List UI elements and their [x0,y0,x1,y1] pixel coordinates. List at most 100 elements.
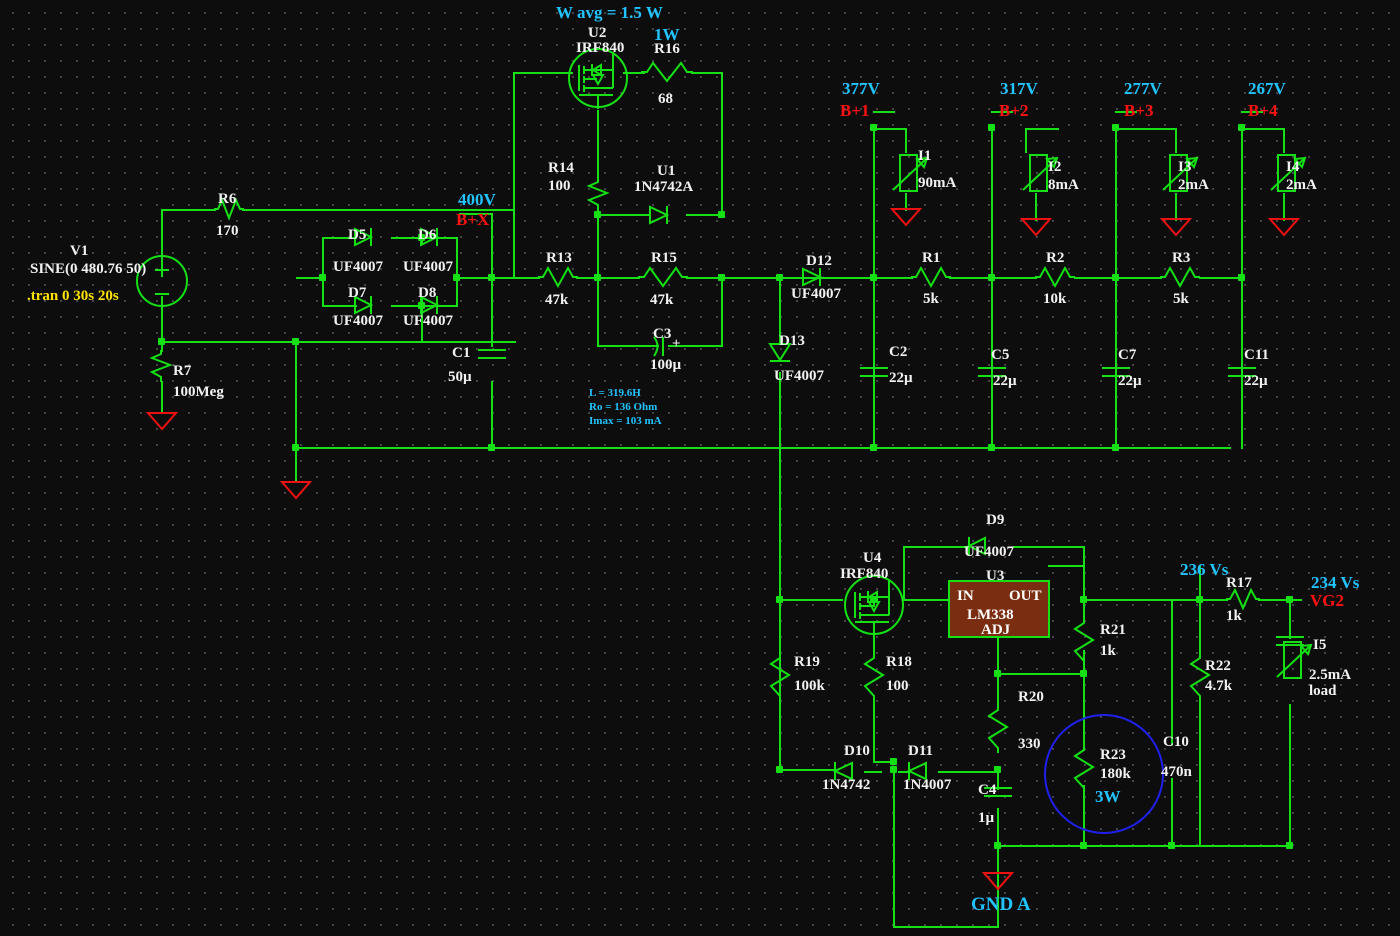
netlabel-vg2[interactable]: VG2 [1310,591,1344,610]
wire [997,626,999,674]
diode-d7-symbol[interactable] [354,295,393,315]
wire [1199,599,1228,601]
value-r7: 100Meg [173,384,224,400]
wire [997,845,1289,847]
wire [391,305,423,307]
ref-r22: R22 [1205,658,1231,674]
value-d6: UF4007 [403,259,453,275]
junction [718,211,725,218]
junction [292,444,299,451]
netlabel-bplus1[interactable]: B+1 [840,101,870,120]
resistor-r21-symbol[interactable] [1073,618,1095,666]
wire [1241,128,1285,130]
resistor-r15-symbol[interactable] [638,266,688,288]
current-source-i3-symbol[interactable] [1162,150,1205,196]
wire [668,345,722,347]
resistor-r19-symbol[interactable] [769,653,791,701]
netlabel-bplus2[interactable]: B+2 [999,101,1029,120]
netlabel-bplus3[interactable]: B+3 [1124,101,1154,120]
wire [459,213,493,215]
resistor-r16-symbol[interactable] [641,61,693,83]
resistor-r17-symbol[interactable] [1226,587,1260,611]
wire [1289,704,1291,846]
value-i5: 2.5mA [1309,667,1352,683]
wire [873,127,875,277]
junction [1080,596,1087,603]
ref-r19: R19 [794,654,820,670]
junction [1112,444,1119,451]
diode-d6-symbol[interactable] [420,227,459,247]
wire [295,447,1231,449]
wire [997,673,999,705]
resistor-r20-symbol[interactable] [987,705,1009,753]
diode-d12-symbol[interactable] [802,267,843,287]
mosfet-u4-symbol[interactable] [843,574,905,636]
wire [1175,128,1177,153]
value-r2: 10k [1043,291,1067,307]
note-imax: Imax = 103 mA [589,415,662,427]
current-source-i4-symbol[interactable] [1270,150,1313,196]
junction [870,274,877,281]
diode-d9-symbol[interactable] [966,536,1007,556]
netlabel-bplus4[interactable]: B+4 [1248,101,1278,120]
capacitor-c7-symbol[interactable] [1102,364,1130,380]
diode-d13-symbol[interactable] [768,343,792,374]
wire [1013,546,1083,548]
ref-r2: R2 [1046,250,1065,266]
wire [873,700,875,762]
resistor-r6-symbol[interactable] [214,197,244,221]
value-r17: 1k [1226,608,1242,624]
resistor-r18-symbol[interactable] [863,653,885,701]
wire [1048,565,1083,567]
wire [779,700,781,770]
capacitor-c3-symbol[interactable] [650,336,672,357]
wire [161,341,296,343]
resistor-r2-symbol[interactable] [1035,265,1075,289]
value-c4: 1µ [978,810,995,826]
resistor-r22-symbol[interactable] [1189,653,1211,701]
netlabel-bplusx[interactable]: B+X [456,210,490,229]
resistor-r14-symbol[interactable] [586,178,610,210]
resistor-r1-symbol[interactable] [911,265,951,289]
junction [1112,274,1119,281]
current-source-i5-symbol[interactable] [1276,637,1319,683]
c3-polarity-plus: + [672,336,681,352]
current-source-i2-symbol[interactable] [1022,150,1065,196]
ref-c3: C3 [653,326,672,342]
diode-d8-symbol[interactable] [420,295,459,315]
junction [988,124,995,131]
resistor-r13-symbol[interactable] [538,265,578,289]
capacitor-c1-symbol[interactable] [478,346,506,362]
voltage-236vs: 236 Vs [1180,560,1229,579]
wire [1025,128,1059,130]
lm338-block[interactable] [948,580,1050,638]
value-d8: UF4007 [403,313,453,329]
diode-d5-symbol[interactable] [354,227,393,247]
capacitor-c11-symbol[interactable] [1228,364,1256,380]
capacitor-c5-symbol[interactable] [978,364,1006,380]
wire [1289,599,1291,639]
capacitor-c2-symbol[interactable] [860,364,888,380]
ref-c4: C4 [978,782,997,798]
wire [322,237,324,277]
resistor-r7-symbol[interactable] [149,350,173,382]
ref-c11: C11 [1244,347,1270,363]
wire [843,277,913,279]
diode-d10-symbol[interactable] [832,761,870,781]
resistor-r23-symbol[interactable] [1073,745,1095,793]
value-c11: 22µ [1244,373,1268,389]
wire [491,277,493,347]
wire [1025,128,1027,153]
mosfet-u2-symbol[interactable] [567,47,629,109]
diode-d11-symbol[interactable] [906,761,944,781]
diode-u1-symbol[interactable] [649,205,688,225]
current-source-i1-symbol[interactable] [892,150,935,196]
capacitor-c4-symbol[interactable] [984,784,1012,800]
value-i1: 90mA [918,175,957,191]
voltage-source-v1-symbol[interactable] [135,254,191,310]
wire [161,209,163,264]
capacitor-c10-symbol[interactable] [1276,633,1304,649]
spice-directive[interactable]: .tran 0 30s 20s [27,288,119,304]
resistor-r3-symbol[interactable] [1160,265,1200,289]
